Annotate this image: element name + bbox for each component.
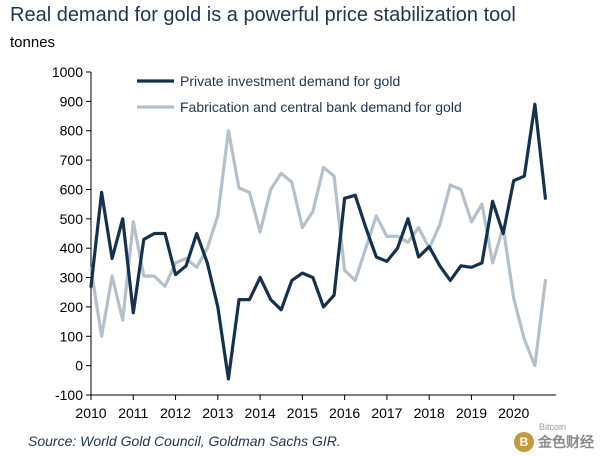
y-tick-label: 500 xyxy=(60,211,84,227)
x-tick-label: 2011 xyxy=(118,405,148,421)
series-line-fabrication-central-bank xyxy=(89,129,548,368)
x-tick-label: 2017 xyxy=(371,405,402,421)
y-tick-label: 200 xyxy=(60,299,84,315)
legend-label-fabrication-central-bank: Fabrication and central bank demand for … xyxy=(180,99,462,115)
y-tick-label: 100 xyxy=(60,328,84,344)
x-tick-label: 2018 xyxy=(414,405,445,421)
axes: -100 0 100 200 300 400 500 600 700 800 900 1000 2010… xyxy=(52,64,556,421)
unit-label: tonnes xyxy=(10,34,56,51)
chart-title: Real demand for gold is a powerful price… xyxy=(10,4,516,26)
watermark: Bitcoin B 金色财经 xyxy=(514,422,594,452)
legend: Private investment demand for gold Fabric… xyxy=(137,73,462,115)
y-tick-label: 800 xyxy=(60,123,84,139)
y-tick-label: 400 xyxy=(60,240,84,256)
x-tick-label: 2015 xyxy=(287,405,318,421)
y-tick-label: 900 xyxy=(60,93,84,109)
x-tick-label: 2012 xyxy=(160,405,191,421)
y-tick-label: 600 xyxy=(60,181,84,197)
y-tick-label: 1000 xyxy=(52,64,83,80)
legend-label-private-investment: Private investment demand for gold xyxy=(180,73,400,89)
source-note: Source: World Gold Council, Goldman Sach… xyxy=(28,433,341,449)
x-tick-label: 2013 xyxy=(202,405,233,421)
watermark-text: 金色财经 xyxy=(538,434,594,450)
x-tick-label: 2010 xyxy=(75,405,106,421)
y-tick-label: 700 xyxy=(60,152,84,168)
x-tick-label: 2019 xyxy=(456,405,487,421)
y-tick-label: 300 xyxy=(60,270,84,286)
series-line-private-investment xyxy=(89,102,548,381)
watermark-logo-icon: B xyxy=(514,432,534,452)
x-tick-label: 2016 xyxy=(329,405,360,421)
series-group xyxy=(89,102,548,381)
y-tick-label: -100 xyxy=(55,387,83,403)
y-tick-label: 0 xyxy=(75,358,83,374)
watermark-sub: Bitcoin xyxy=(538,422,566,432)
x-tick-label: 2014 xyxy=(245,405,276,421)
x-tick-label: 2020 xyxy=(498,405,529,421)
